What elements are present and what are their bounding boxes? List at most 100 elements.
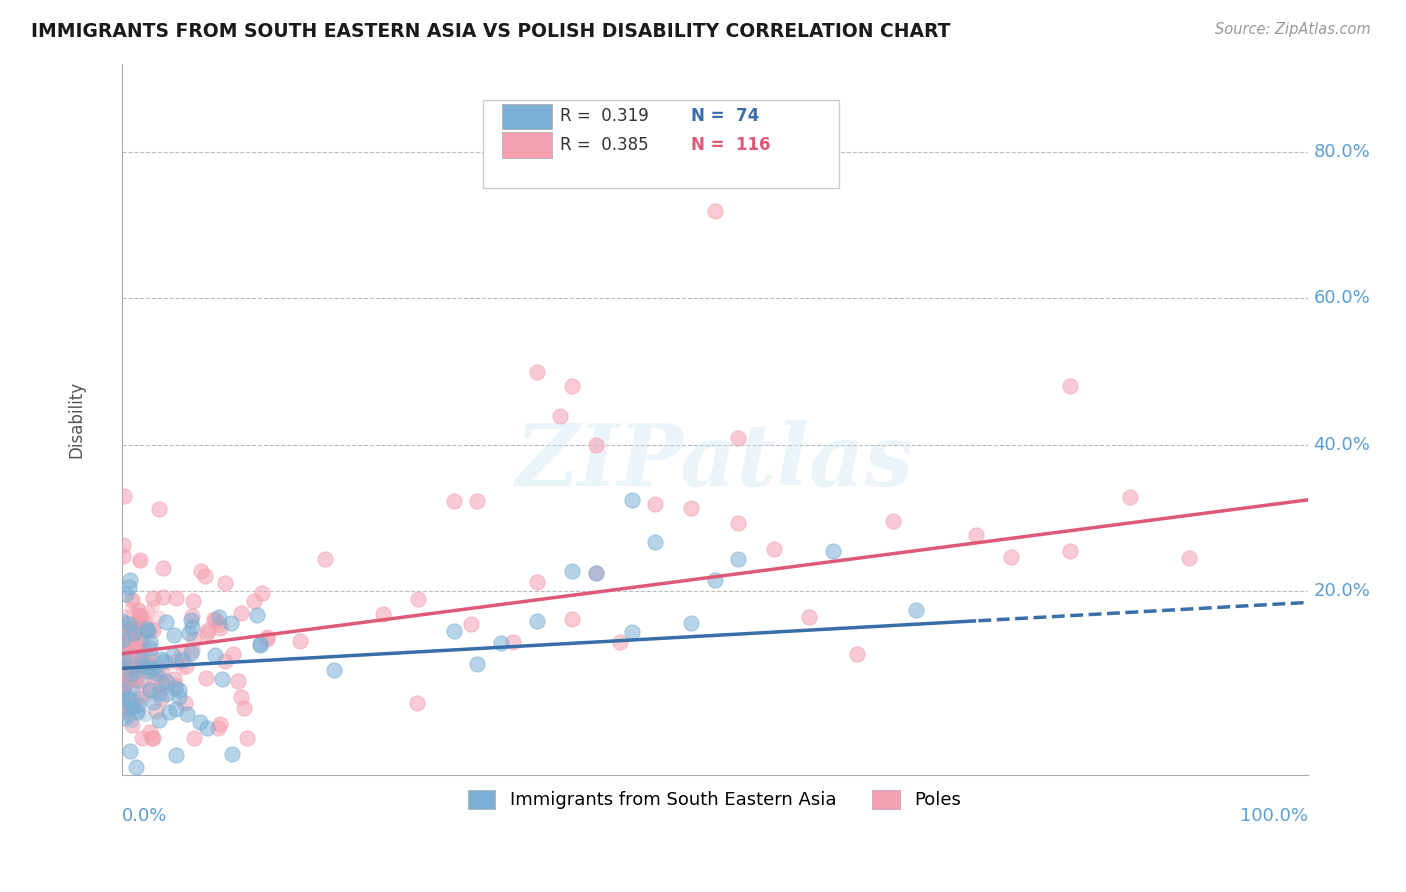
Point [165, 591, 187, 605]
Point [1000, 549, 1022, 564]
Point [823, 544, 845, 558]
Point [314, 552, 336, 566]
Point [142, 695, 165, 709]
Point [561, 611, 583, 625]
Point [152, 590, 174, 604]
Point [150, 666, 173, 681]
Point [118, 673, 141, 687]
Point [142, 731, 165, 745]
Point [148, 713, 170, 727]
Point [127, 707, 149, 722]
Point [249, 638, 271, 652]
Point [181, 594, 204, 608]
Point [207, 721, 229, 735]
Point [120, 744, 142, 758]
Point [122, 625, 145, 640]
Point [209, 717, 232, 731]
Point [125, 760, 148, 774]
Point [115, 699, 138, 714]
Point [561, 565, 583, 579]
Point [165, 678, 187, 692]
Point [138, 665, 160, 679]
Point [233, 701, 256, 715]
Point [202, 612, 225, 626]
Point [149, 670, 172, 684]
Point [585, 566, 607, 581]
Point [129, 633, 152, 648]
Point [443, 624, 465, 638]
Point [242, 594, 264, 608]
Point [136, 624, 159, 638]
Point [122, 644, 145, 658]
Point [111, 665, 134, 679]
Point [204, 648, 226, 663]
Point [131, 731, 153, 745]
Point [112, 652, 135, 666]
Point [180, 646, 202, 660]
Point [118, 709, 141, 723]
Point [129, 616, 152, 631]
Point [165, 701, 187, 715]
Point [114, 587, 136, 601]
Point [148, 610, 170, 624]
Point [118, 646, 141, 660]
Point [122, 696, 145, 710]
Point [727, 551, 749, 566]
Point [526, 365, 548, 379]
Point [195, 721, 218, 735]
Point [115, 659, 138, 673]
Point [121, 591, 143, 606]
Point [115, 662, 138, 676]
Point [163, 628, 186, 642]
Point [142, 599, 165, 613]
Point [965, 527, 987, 541]
Point [467, 657, 489, 671]
Point [236, 731, 259, 745]
Point [135, 659, 157, 673]
Point [644, 535, 666, 549]
Point [526, 614, 548, 628]
Point [489, 636, 512, 650]
Point [149, 652, 172, 666]
Point [129, 609, 152, 624]
Point [125, 665, 148, 680]
Point [219, 616, 242, 631]
Point [141, 731, 163, 745]
Point [112, 629, 135, 643]
Text: 60.0%: 60.0% [1313, 290, 1371, 308]
Point [128, 607, 150, 622]
Point [231, 690, 253, 705]
Point [125, 661, 148, 675]
Point [208, 617, 231, 632]
Point [127, 624, 149, 638]
Point [620, 625, 643, 640]
Point [727, 516, 749, 530]
Point [131, 686, 153, 700]
Point [460, 616, 482, 631]
Point [115, 664, 138, 678]
Point [1059, 544, 1081, 558]
Point [115, 620, 138, 634]
Point [125, 660, 148, 674]
Point [131, 659, 153, 673]
Point [121, 701, 143, 715]
Text: Source: ZipAtlas.com: Source: ZipAtlas.com [1215, 22, 1371, 37]
Point [132, 690, 155, 705]
Point [135, 650, 157, 665]
Point [120, 632, 142, 647]
Point [194, 671, 217, 685]
Point [118, 641, 141, 656]
Point [117, 646, 139, 660]
Point [127, 614, 149, 628]
Text: 100.0%: 100.0% [1240, 806, 1308, 824]
Point [221, 647, 243, 661]
Point [167, 683, 190, 698]
Point [1118, 490, 1140, 504]
Point [183, 731, 205, 745]
Point [150, 674, 173, 689]
Point [609, 634, 631, 648]
Point [443, 494, 465, 508]
Point [211, 672, 233, 686]
Point [550, 409, 572, 423]
Point [118, 573, 141, 587]
